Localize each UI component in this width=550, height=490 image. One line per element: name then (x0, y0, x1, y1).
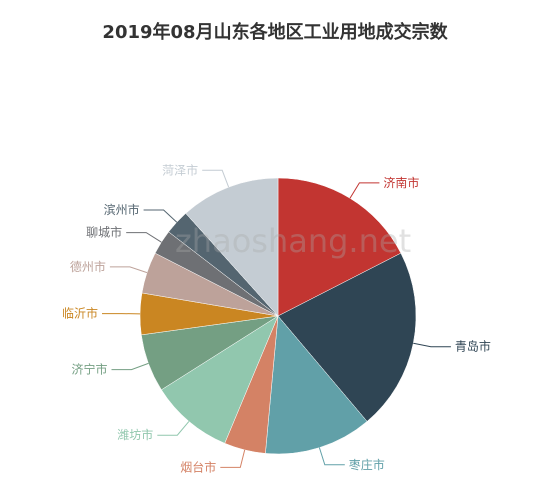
leader-line-4 (220, 449, 246, 468)
slice-label-9: 聊城市 (86, 225, 122, 240)
chart-title: 2019年08月山东各地区工业用地成交宗数 (102, 22, 448, 43)
slice-label-8: 德州市 (70, 259, 106, 274)
slice-label-11: 菏泽市 (162, 162, 198, 177)
slice-label-10: 滨州市 (104, 202, 140, 217)
slice-label-1: 济南市 (383, 175, 419, 190)
slice-label-6: 济宁市 (71, 362, 107, 377)
leader-line-10 (143, 209, 178, 223)
pie-slice-2 (277, 252, 417, 422)
slice-label-2: 青岛市 (455, 339, 491, 354)
slice-label-7: 临沂市 (62, 306, 98, 321)
leader-line-8 (109, 266, 148, 274)
slice-label-3: 枣庄市 (349, 457, 385, 472)
leader-line-2 (413, 342, 451, 348)
leader-line-11 (202, 169, 230, 188)
slice-label-5: 潍坊市 (117, 427, 153, 442)
pie-slices (139, 177, 417, 455)
watermark: zhaoshang.net (175, 222, 412, 260)
pie-leader-lines (102, 169, 451, 468)
leader-line-1 (349, 182, 380, 199)
leader-line-3 (318, 447, 345, 466)
pie-slice-11 (185, 177, 279, 317)
slice-label-4: 烟台市 (180, 459, 216, 474)
leader-line-6 (111, 362, 149, 371)
pie-slice-5 (161, 315, 279, 444)
leader-line-5 (157, 421, 190, 436)
leader-line-9 (126, 232, 162, 243)
